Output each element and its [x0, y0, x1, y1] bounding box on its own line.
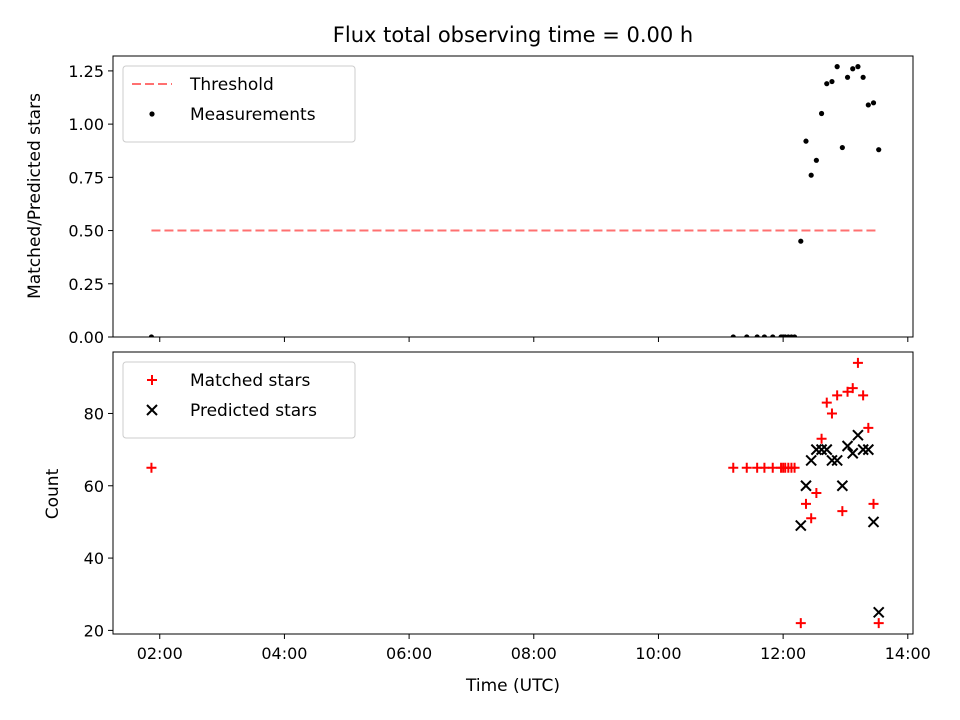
predicted-stars-point [805, 454, 817, 467]
matched-stars-point [868, 498, 879, 509]
bottom-xlabel: Time (UTC) [465, 676, 560, 696]
y-tick-label: 0.25 [68, 275, 104, 294]
legend-label: Measurements [190, 105, 316, 125]
x-tick-label: 10:00 [635, 644, 681, 663]
matched-stars-point [842, 386, 853, 397]
predicted-stars-point [800, 480, 812, 492]
measurements-point [839, 144, 845, 151]
predicted-stars-point [841, 440, 854, 452]
x-tick-label: 04:00 [261, 644, 307, 663]
legend-label: Predicted stars [190, 401, 317, 421]
x-tick-label: 02:00 [137, 644, 183, 663]
y-tick-label: 80 [84, 404, 104, 423]
measurements-point [744, 334, 750, 337]
matched-stars-point [728, 462, 739, 473]
matched-stars-point [832, 390, 843, 401]
matched-stars-point [811, 488, 822, 498]
measurements-point [876, 147, 882, 153]
measurements-point [791, 334, 798, 337]
predicted-stars-point [847, 447, 859, 459]
predicted-stars-point [862, 443, 875, 456]
measurements-point [798, 238, 804, 244]
legend-marker-swatch [146, 404, 158, 416]
y-tick-label: 0.50 [68, 222, 104, 241]
predicted-stars-point [826, 454, 838, 467]
matched-stars-point [146, 462, 157, 473]
measurements-point [850, 66, 856, 72]
legend: Matched stars Predicted stars [122, 361, 356, 439]
axes-frame [112, 55, 914, 338]
x-tick-label: 06:00 [386, 644, 432, 663]
matched-stars-point [873, 618, 884, 629]
bottom-axes: 02:00 04:00 06:00 08:00 10:00 12:00 14:00 20 40 6… [84, 351, 931, 663]
measurements-point [754, 334, 760, 337]
matched-stars-point [863, 422, 874, 433]
measurements-point [813, 157, 819, 163]
y-tick-label: 0.75 [68, 168, 104, 187]
measurements-point [730, 334, 736, 337]
predicted-stars-point [852, 429, 864, 441]
predicted-stars-point [821, 443, 833, 456]
predicted-stars-point [795, 519, 807, 532]
top-axes: 0.00 0.25 0.50 0.75 1.00 1.25 Threshold Measure… [68, 55, 914, 347]
measurements-point [803, 138, 809, 144]
predicted-stars-point [810, 443, 823, 456]
predicted-stars-point [831, 454, 843, 467]
measurements-point [818, 110, 825, 117]
matched-stars-point [789, 462, 800, 473]
y-tick-label: 40 [84, 549, 104, 568]
legend: Threshold Measurements [122, 65, 356, 143]
measurements-point [148, 334, 155, 337]
measurements-point [865, 102, 871, 108]
y-tick-label: 1.00 [68, 115, 104, 134]
measurements-point [855, 64, 861, 70]
measurements-point [860, 74, 866, 80]
matched-stars-point [826, 408, 837, 419]
matched-stars-point [806, 513, 817, 524]
bottom-ylabel: Count [43, 468, 63, 519]
predicted-stars-point [857, 443, 869, 456]
measurements-point [808, 172, 814, 178]
matched-stars-point [847, 383, 858, 394]
legend-label: Matched stars [190, 371, 310, 391]
predicted-stars-point [836, 480, 849, 492]
predicted-stars-point [867, 516, 880, 528]
x-tick-label: 08:00 [511, 644, 557, 663]
measurements-point [870, 100, 877, 106]
x-tick-label: 12:00 [760, 644, 806, 663]
matched-stars-point [795, 618, 806, 629]
y-tick-label: 20 [84, 621, 104, 640]
x-tick-label: 14:00 [885, 644, 931, 663]
measurements-point [829, 78, 835, 85]
predicted-stars-point [815, 443, 828, 456]
predicted-stars-point [873, 606, 885, 619]
measurements-point [834, 64, 840, 70]
legend-marker-swatch [147, 375, 157, 385]
legend-marker-swatch [149, 111, 155, 117]
top-ylabel: Matched/Predicted stars [25, 93, 45, 299]
axes-frame [112, 351, 914, 635]
measurements-point [844, 74, 851, 80]
measurements-point [761, 334, 768, 337]
matched-stars-point [741, 462, 752, 473]
y-tick-label: 60 [84, 477, 104, 496]
legend-label: Threshold [189, 75, 274, 95]
measurements-point [824, 81, 830, 87]
matched-stars-point [800, 498, 811, 509]
chart-title: Flux total observing time = 0.00 h [333, 23, 693, 47]
matched-stars-point [837, 506, 848, 517]
y-tick-label: 0.00 [68, 328, 104, 347]
matched-stars-point [821, 397, 832, 408]
matched-stars-point [816, 433, 827, 444]
y-tick-label: 1.25 [68, 62, 104, 81]
matched-stars-point [858, 390, 869, 401]
matched-stars-point [852, 357, 863, 368]
measurements-point [770, 334, 776, 337]
